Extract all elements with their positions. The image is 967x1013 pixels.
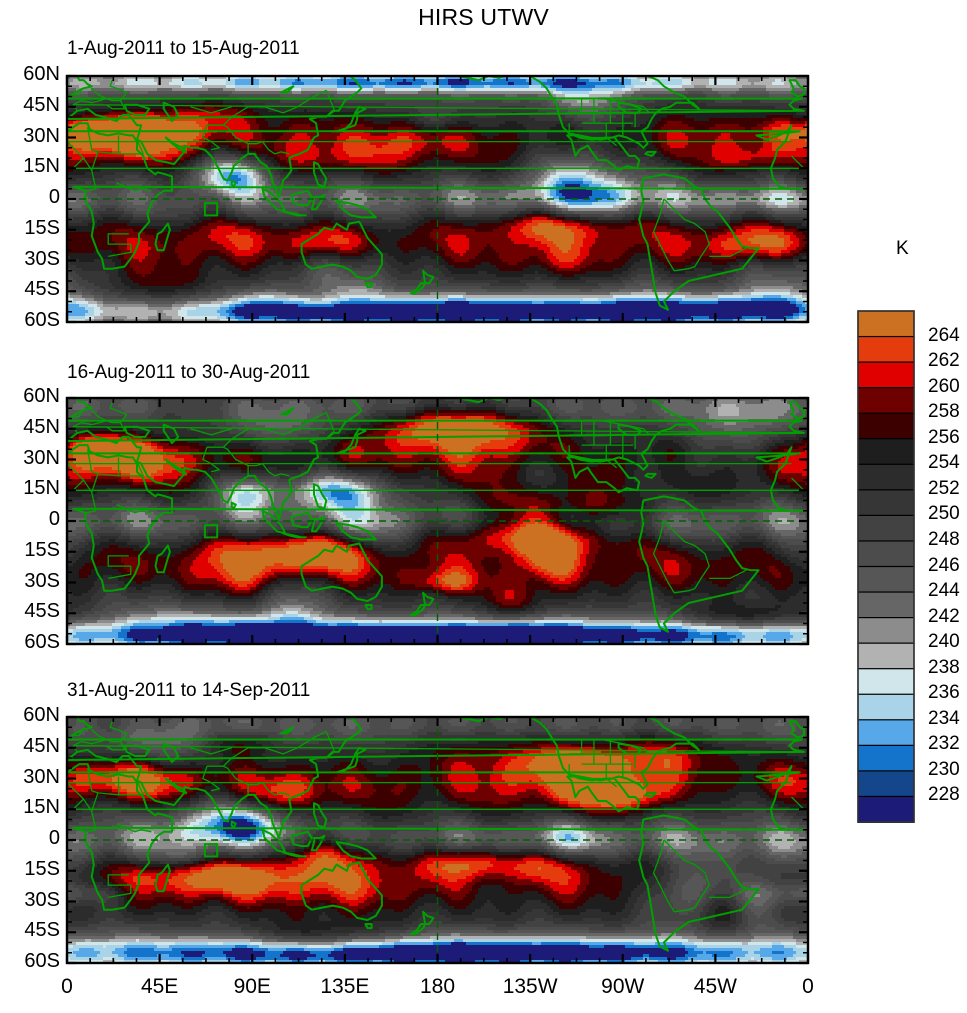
y-tick-label: 60N: [23, 704, 60, 726]
colorbar-unit-label: K: [896, 238, 909, 259]
panel-title-1: 16-Aug-2011 to 30-Aug-2011: [67, 362, 311, 383]
colorbar-tick-label: 256: [928, 426, 960, 448]
colorbar-tick-label: 232: [928, 733, 960, 755]
x-tick-label: 90E: [233, 975, 271, 998]
y-tick-label: 45N: [23, 415, 60, 438]
y-tick-label: 45N: [23, 93, 60, 116]
panel-title-2: 31-Aug-2011 to 14-Sep-2011: [67, 680, 311, 701]
colorbar-tick-label: 240: [928, 631, 960, 653]
colorbar-tick-label: 244: [928, 580, 960, 602]
x-tick-label: 0: [802, 975, 814, 998]
y-tick-label: 30N: [23, 765, 60, 788]
colorbar-tick-label: 254: [928, 452, 960, 474]
x-tick-label: 90W: [601, 975, 645, 998]
y-tick-label: 30S: [24, 247, 60, 270]
panel-title-0: 1-Aug-2011 to 15-Aug-2011: [67, 38, 300, 59]
axes-decorations: [65, 74, 810, 965]
colorbar-tick-label: 250: [928, 503, 960, 525]
colorbar-tick-label: 258: [928, 401, 960, 423]
y-tick-label: 60N: [23, 385, 60, 407]
y-tick-label: 45S: [24, 278, 60, 301]
colorbar-tick-label: 236: [928, 682, 960, 704]
colorbar-tick-label: 242: [928, 605, 960, 627]
colorbar-tick-label: 252: [928, 477, 960, 499]
y-tick-label: 0: [48, 827, 60, 849]
y-tick-label: 30N: [23, 124, 60, 147]
colorbar-tick-label: 230: [928, 758, 960, 780]
y-tick-label: 45S: [24, 600, 60, 623]
y-tick-label: 0: [48, 508, 60, 530]
y-tick-label: 30N: [23, 446, 60, 469]
colorbar-tick-label: 246: [928, 554, 960, 576]
y-tick-label: 15N: [23, 477, 60, 500]
colorbar: [857, 310, 915, 823]
y-tick-label: 15N: [23, 155, 60, 178]
y-tick-label: 45N: [23, 734, 60, 757]
x-tick-label: 135E: [320, 975, 370, 998]
colorbar-tick-label: 262: [928, 350, 960, 372]
colorbar-tick-label: 228: [928, 784, 960, 806]
x-tick-label: 0: [61, 975, 73, 998]
y-tick-label: 15N: [23, 796, 60, 819]
figure-title: HIRS UTWV: [418, 4, 549, 30]
y-tick-label: 15S: [24, 857, 60, 880]
y-tick-label: 30S: [24, 888, 60, 911]
y-tick-label: 30S: [24, 569, 60, 592]
x-tick-label: 45E: [140, 975, 179, 998]
colorbar-tick-label: 248: [928, 528, 960, 550]
y-tick-label: 15S: [24, 216, 60, 239]
y-tick-label: 60S: [24, 309, 60, 331]
y-tick-label: 60S: [24, 631, 60, 653]
y-tick-label: 60S: [24, 950, 60, 972]
y-tick-label: 15S: [24, 538, 60, 561]
colorbar-tick-label: 260: [928, 375, 960, 397]
x-tick-label: 135W: [502, 975, 558, 998]
colorbar-tick-label: 264: [928, 324, 960, 346]
map-panels: [67, 76, 808, 963]
colorbar-tick-label: 238: [928, 656, 960, 678]
colorbar-tick-label: 234: [928, 707, 960, 729]
x-tick-label: 45W: [693, 975, 737, 998]
y-tick-label: 45S: [24, 919, 60, 942]
y-tick-label: 0: [48, 186, 60, 208]
y-tick-label: 60N: [23, 63, 60, 85]
x-tick-label: 180: [419, 975, 456, 998]
